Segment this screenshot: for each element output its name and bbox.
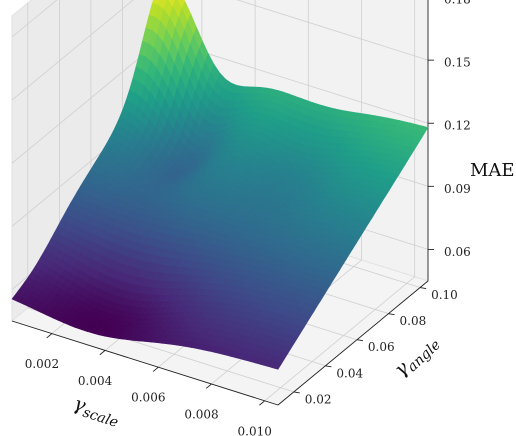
z-axis-title: MAE xyxy=(470,160,515,181)
z-tick-label-2: 0.12 xyxy=(444,119,471,133)
x-tick-label-0: 0.002 xyxy=(25,357,59,371)
x-tick-1 xyxy=(99,350,106,356)
x-tick-4 xyxy=(259,400,265,406)
surface-patch xyxy=(271,362,282,370)
y-tick-label-4: 0.10 xyxy=(431,288,458,302)
mae-surface xyxy=(11,0,429,370)
x-tick-label-2: 0.006 xyxy=(131,391,165,405)
x-tick-2 xyxy=(152,366,159,372)
z-tick-label-1: 0.09 xyxy=(444,182,471,196)
y-tick-4 xyxy=(420,287,427,289)
y-tick-label-1: 0.04 xyxy=(336,366,363,380)
tick-marks xyxy=(46,59,434,406)
grid-line-y-0 xyxy=(27,2,294,393)
y-tick-label-3: 0.08 xyxy=(400,314,427,328)
y-tick-1 xyxy=(325,365,332,368)
grid-line-x-4 xyxy=(264,0,416,402)
y-tick-2 xyxy=(356,339,364,342)
x-tick-3 xyxy=(205,383,212,389)
x-axis-title: γscale xyxy=(70,392,123,430)
grid-line-z-3 xyxy=(11,0,429,101)
y-tick-label-2: 0.06 xyxy=(368,340,395,354)
z-tick-label-3: 0.15 xyxy=(444,56,471,70)
z-tick-label-0: 0.06 xyxy=(444,245,471,259)
z-tick-label-4: 0.18 xyxy=(444,0,471,7)
y-axis-title: γangle xyxy=(390,330,444,383)
x-tick-label-1: 0.004 xyxy=(78,374,113,388)
y-tick-label-0: 0.02 xyxy=(305,392,332,406)
y-axis-line xyxy=(277,280,429,406)
y-tick-3 xyxy=(388,313,395,316)
x-axis-line xyxy=(11,320,279,406)
axis-edges xyxy=(11,0,429,406)
x-tick-label-3: 0.008 xyxy=(184,408,218,422)
x-tick-label-4: 0.010 xyxy=(238,424,272,436)
tick-labels: 0.002 0.004 0.006 0.008 0.010 0.02 0.04 0.06 0.0… xyxy=(25,0,471,436)
x-tick-0 xyxy=(46,333,53,339)
y-tick-0 xyxy=(293,391,300,394)
